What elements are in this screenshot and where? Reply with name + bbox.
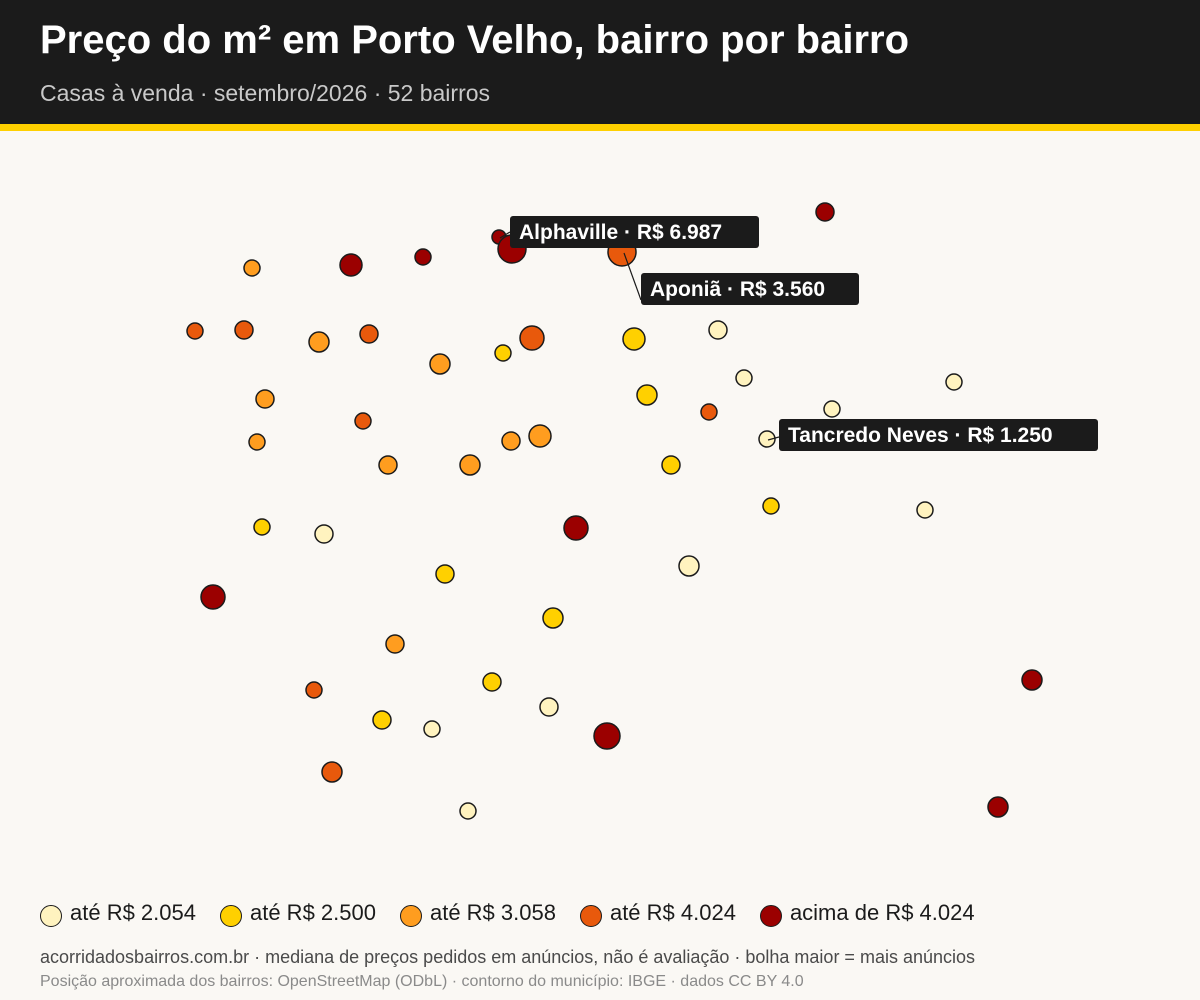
neighborhood-bubble xyxy=(255,389,275,409)
neighborhood-bubble xyxy=(735,369,753,387)
neighborhood-bubble xyxy=(459,802,477,820)
neighborhood-bubble xyxy=(314,524,334,544)
neighborhood-bubble xyxy=(385,634,405,654)
legend-item-tier4: até R$ 4.024 xyxy=(579,899,736,927)
accent-bar xyxy=(0,124,1200,131)
neighborhood-bubble xyxy=(321,761,343,783)
legend-label: até R$ 4.024 xyxy=(609,900,736,925)
legend-label: até R$ 2.500 xyxy=(249,900,376,925)
callout-leader-line xyxy=(499,231,511,239)
legend-swatch xyxy=(579,905,602,927)
callout-label: Aponiã · R$ 3.560 xyxy=(650,278,825,301)
neighborhood-bubble xyxy=(378,455,398,475)
neighborhood-bubble xyxy=(593,722,621,750)
footer-source: acorridadosbairros.com.br · mediana de p… xyxy=(40,947,976,967)
neighborhood-bubble xyxy=(339,253,363,277)
callout-layer: Alphaville · R$ 6.987 Aponiã · R$ 3.560 Ta… xyxy=(499,216,1098,451)
legend-item-tier2: até R$ 2.500 xyxy=(219,899,376,927)
neighborhood-bubble xyxy=(372,710,392,730)
map-title: Preço do m² em Porto Velho, bairro por b… xyxy=(40,18,910,62)
neighborhood-bubble xyxy=(359,324,379,344)
bubble-layer xyxy=(186,202,1043,820)
callout-label: Alphaville · R$ 6.987 xyxy=(519,221,722,244)
legend-label: acima de R$ 4.024 xyxy=(789,900,975,925)
neighborhood-bubble xyxy=(305,681,323,699)
neighborhood-bubble xyxy=(354,412,372,430)
neighborhood-bubble xyxy=(482,672,502,692)
legend-swatch xyxy=(759,905,782,927)
neighborhood-bubble xyxy=(636,384,658,406)
neighborhood-bubble xyxy=(823,400,841,418)
callout-box xyxy=(510,216,759,248)
bubble-map: Alphaville · R$ 6.987 Aponiã · R$ 3.560 Ta… xyxy=(186,202,1098,820)
neighborhood-bubble xyxy=(815,202,835,222)
neighborhood-bubble xyxy=(308,331,330,353)
callout-leader-line xyxy=(623,252,642,301)
legend-swatch xyxy=(40,905,62,927)
neighborhood-bubble xyxy=(758,430,776,448)
neighborhood-bubble xyxy=(916,501,934,519)
neighborhood-bubble xyxy=(429,353,451,375)
neighborhood-bubble xyxy=(519,325,545,351)
neighborhood-bubble xyxy=(248,433,266,451)
neighborhood-bubble xyxy=(661,455,681,475)
legend-label: até R$ 3.058 xyxy=(429,900,556,925)
neighborhood-bubble xyxy=(494,344,512,362)
legend-item-tier5: acima de R$ 4.024 xyxy=(759,899,975,927)
neighborhood-bubble xyxy=(542,607,564,629)
neighborhood-bubble xyxy=(423,720,441,738)
neighborhood-bubble xyxy=(622,327,646,351)
legend-item-tier3: até R$ 3.058 xyxy=(399,899,556,927)
neighborhood-bubble xyxy=(563,515,589,541)
footer-attribution: Posição aproximada dos bairros: OpenStre… xyxy=(40,973,804,990)
neighborhood-bubble xyxy=(414,248,432,266)
neighborhood-bubble xyxy=(708,320,728,340)
callout-leader-line xyxy=(767,436,780,441)
neighborhood-bubble xyxy=(459,454,481,476)
neighborhood-bubble xyxy=(700,403,718,421)
legend: até R$ 2.054 até R$ 2.500 até R$ 3.058 a… xyxy=(40,896,999,930)
callout-box xyxy=(779,419,1098,451)
neighborhood-bubble xyxy=(539,697,559,717)
neighborhood-bubble xyxy=(762,497,780,515)
neighborhood-bubble xyxy=(435,564,455,584)
neighborhood-bubble xyxy=(945,373,963,391)
neighborhood-bubble xyxy=(243,259,261,277)
neighborhood-bubble xyxy=(501,431,521,451)
map-subtitle: Casas à venda · setembro/2026 · 52 bairr… xyxy=(40,80,491,106)
neighborhood-bubble xyxy=(1021,669,1043,691)
neighborhood-bubble xyxy=(186,322,204,340)
neighborhood-bubble xyxy=(253,518,271,536)
callout-box xyxy=(641,273,859,305)
neighborhood-bubble xyxy=(200,584,226,610)
callout-label: Tancredo Neves · R$ 1.250 xyxy=(788,424,1053,447)
neighborhood-bubble xyxy=(987,796,1009,818)
header: Preço do m² em Porto Velho, bairro por b… xyxy=(0,0,1200,124)
legend-swatch xyxy=(219,905,242,927)
legend-swatch xyxy=(399,905,422,927)
neighborhood-bubble xyxy=(528,424,552,448)
legend-label: até R$ 2.054 xyxy=(70,900,196,925)
neighborhood-bubble xyxy=(678,555,700,577)
legend-item-tier1: até R$ 2.054 xyxy=(40,899,196,927)
neighborhood-bubble xyxy=(234,320,254,340)
